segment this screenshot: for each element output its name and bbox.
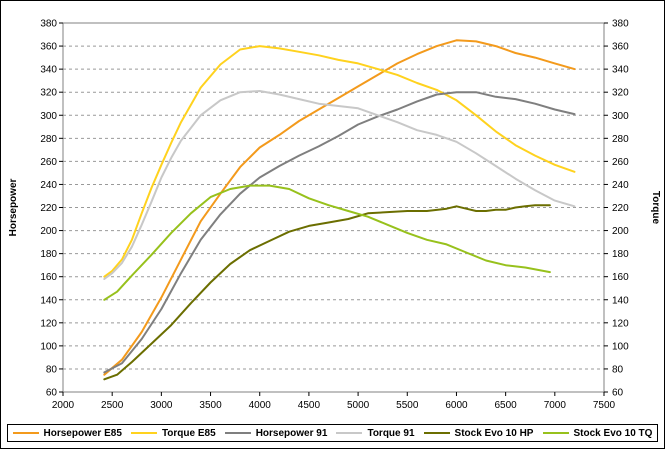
legend-item: Stock Evo 10 TQ <box>542 427 653 439</box>
series-line <box>103 204 551 381</box>
y-tick-label-right: 360 <box>612 42 629 53</box>
y-tick-label-right: 200 <box>612 226 629 237</box>
legend-item: Torque E85 <box>130 427 216 439</box>
y-tick-label-right: 380 <box>612 19 629 30</box>
legend-label: Torque 91 <box>367 427 415 439</box>
y-tick-label-right: 80 <box>612 364 624 375</box>
y-axis-title-right: Torque <box>650 191 661 225</box>
y-tick-label-left: 340 <box>40 65 57 76</box>
x-tick-label: 3000 <box>150 400 173 411</box>
legend-label: Stock Evo 10 TQ <box>573 427 653 439</box>
y-tick-label-right: 260 <box>612 157 629 168</box>
legend-swatch <box>336 432 363 434</box>
y-tick-label-right: 60 <box>612 388 624 399</box>
series-line <box>103 39 576 376</box>
legend-swatch <box>542 432 569 434</box>
x-tick-label: 4000 <box>249 400 272 411</box>
chart-legend: Horsepower E85 Torque E85 Horsepower 91 Tor… <box>7 424 658 442</box>
y-tick-label-left: 220 <box>40 203 57 214</box>
y-tick-label-right: 140 <box>612 295 629 306</box>
y-tick-label-left: 120 <box>40 318 57 329</box>
x-tick-label: 5500 <box>396 400 419 411</box>
series-line <box>103 184 551 301</box>
x-tick-label: 7000 <box>544 400 567 411</box>
y-tick-label-right: 120 <box>612 318 629 329</box>
y-tick-label-left: 360 <box>40 42 57 53</box>
legend-item: Stock Evo 10 HP <box>423 427 534 439</box>
y-tick-label-left: 180 <box>40 249 57 260</box>
legend-swatch <box>423 432 450 434</box>
x-tick-label: 5000 <box>347 400 370 411</box>
y-tick-label-left: 200 <box>40 226 57 237</box>
x-tick-label: 2000 <box>52 400 75 411</box>
x-tick-label: 2500 <box>101 400 124 411</box>
y-tick-label-left: 240 <box>40 180 57 191</box>
y-tick-label-right: 240 <box>612 180 629 191</box>
y-tick-label-left: 300 <box>40 111 57 122</box>
y-axis-title-left: Horsepower <box>8 178 19 236</box>
legend-label: Stock Evo 10 HP <box>454 427 534 439</box>
x-tick-label: 6000 <box>445 400 468 411</box>
legend-item: Horsepower E85 <box>12 427 122 439</box>
y-tick-label-left: 280 <box>40 134 57 145</box>
legend-item: Torque 91 <box>336 427 415 439</box>
y-tick-label-right: 220 <box>612 203 629 214</box>
y-tick-label-right: 320 <box>612 88 629 99</box>
y-tick-label-left: 320 <box>40 88 57 99</box>
legend-label: Horsepower 91 <box>255 427 328 439</box>
legend-label: Horsepower E85 <box>43 427 122 439</box>
y-tick-label-left: 260 <box>40 157 57 168</box>
legend-swatch <box>12 432 39 434</box>
legend-item: Horsepower 91 <box>224 427 328 439</box>
legend-swatch <box>224 432 251 434</box>
y-tick-label-right: 180 <box>612 249 629 260</box>
x-tick-label: 6500 <box>495 400 518 411</box>
y-tick-label-left: 160 <box>40 272 57 283</box>
x-tick-label: 3500 <box>199 400 222 411</box>
y-tick-label-left: 380 <box>40 19 57 30</box>
legend-swatch <box>130 432 157 434</box>
y-tick-label-left: 100 <box>40 341 57 352</box>
y-tick-label-right: 100 <box>612 341 629 352</box>
legend-label: Torque E85 <box>161 427 216 439</box>
x-tick-label: 4500 <box>298 400 321 411</box>
x-tick-label: 7500 <box>593 400 616 411</box>
y-tick-label-left: 80 <box>46 364 58 375</box>
y-tick-label-right: 160 <box>612 272 629 283</box>
y-tick-label-left: 60 <box>46 388 58 399</box>
y-tick-label-left: 140 <box>40 295 57 306</box>
series-line <box>103 91 576 374</box>
series-line <box>103 90 576 280</box>
y-tick-label-right: 300 <box>612 111 629 122</box>
y-tick-label-right: 340 <box>612 65 629 76</box>
series-line <box>103 45 576 278</box>
y-tick-label-right: 280 <box>612 134 629 145</box>
